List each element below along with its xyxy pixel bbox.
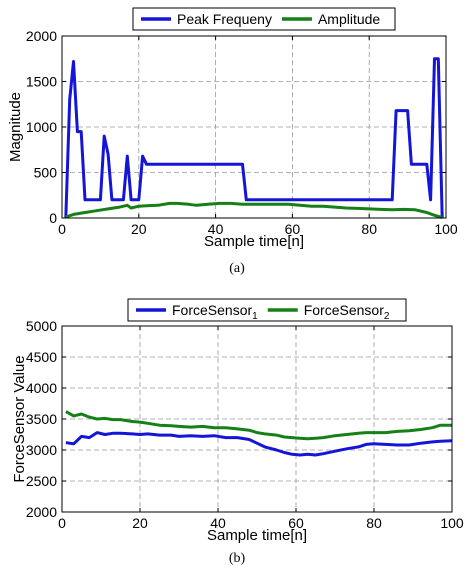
- chart-a-xtick-label-4: 80: [361, 221, 377, 237]
- chart-b-legend-label-1: ForceSensor1: [172, 302, 258, 322]
- chart-a-series-2-line: [65, 201, 443, 219]
- chart-b-xtick-label-3: 60: [288, 515, 304, 531]
- chart-a-xlabel: Sample time[n]: [204, 233, 304, 250]
- chart-b-ytick-label-0: 2000: [26, 504, 57, 520]
- chart-b-series-1-line: [65, 431, 453, 457]
- chart-b-ylabel: ForceSensor Value: [11, 355, 28, 482]
- chart-a-ytick-label-0: 0: [49, 210, 57, 226]
- chart-a-xtick-label-1: 20: [131, 221, 147, 237]
- chart-b-xtick-label-1: 20: [132, 515, 148, 531]
- chart-a-ytick-label-1: 500: [34, 165, 58, 181]
- chart-a-xtick-label-3: 60: [285, 221, 301, 237]
- chart-b-ytick-label-6: 5000: [26, 318, 57, 334]
- chart-a-xtick-label-2: 40: [208, 221, 224, 237]
- caption-a: (a): [229, 261, 245, 276]
- chart-a-ytick-label-3: 1500: [26, 74, 57, 90]
- chart-a-ytick-label-2: 1000: [26, 119, 57, 135]
- chart-b-series-2-line: [65, 410, 452, 441]
- chart-a-xtick-label-5: 100: [434, 221, 458, 237]
- chart-a-series-1-line: [64, 57, 444, 219]
- chart-b-ytick-label-5: 4500: [26, 349, 57, 365]
- chart-a-ytick-label-4: 2000: [26, 28, 57, 44]
- chart-b-xtick-label-0: 0: [58, 515, 66, 531]
- chart-a-legend-box: [132, 7, 396, 31]
- chart-a-xtick-label-0: 0: [58, 221, 66, 237]
- chart-b-xtick-label-5: 100: [440, 515, 464, 531]
- chart-b-ytick-label-1: 2500: [26, 473, 57, 489]
- chart-b-xtick-label-4: 80: [366, 515, 382, 531]
- chart-a-ylabel: Magnitude: [7, 92, 24, 162]
- chart-a-legend-label-1: Peak Frequeny: [177, 11, 272, 27]
- chart-b-legend-label-2: ForceSensor2: [304, 302, 390, 322]
- chart-b-xlabel: Sample time[n]: [207, 527, 307, 544]
- chart-a-legend-label-2: Amplitude: [318, 11, 380, 27]
- chart-b-legend-box: [127, 298, 407, 322]
- chart-b-ytick-label-2: 3000: [26, 442, 57, 458]
- chart-b-xtick-label-2: 40: [210, 515, 226, 531]
- chart-b-ytick-label-4: 4000: [26, 380, 57, 396]
- caption-b: (b): [229, 551, 246, 566]
- chart-b-ytick-label-3: 3500: [26, 411, 57, 427]
